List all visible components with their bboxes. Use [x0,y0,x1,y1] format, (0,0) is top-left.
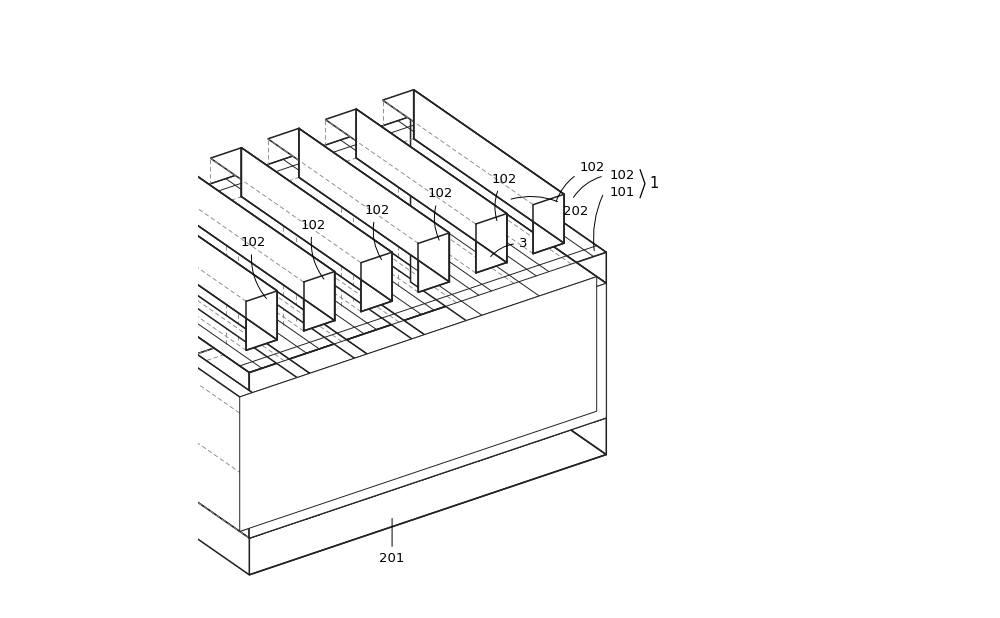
Polygon shape [304,271,335,331]
Polygon shape [96,187,277,302]
Polygon shape [283,186,491,326]
Polygon shape [421,341,434,480]
Polygon shape [414,90,564,243]
Polygon shape [361,252,392,311]
Text: 101: 101 [610,186,635,199]
Polygon shape [54,282,411,439]
Text: 102: 102 [556,161,605,201]
Text: 1: 1 [649,176,658,191]
Polygon shape [54,263,262,404]
Polygon shape [249,283,606,538]
Text: 102: 102 [610,169,635,182]
Polygon shape [184,167,335,321]
Polygon shape [364,361,377,499]
Polygon shape [536,303,549,441]
Polygon shape [594,283,606,422]
Polygon shape [246,291,277,350]
Polygon shape [299,129,449,282]
Text: 202: 202 [511,197,588,218]
Polygon shape [356,109,507,263]
Polygon shape [111,244,319,384]
Text: 102: 102 [428,187,453,240]
Polygon shape [533,194,564,253]
Text: 102: 102 [301,219,326,279]
Polygon shape [153,167,335,282]
Polygon shape [240,277,597,531]
Polygon shape [168,225,377,365]
Polygon shape [241,148,392,301]
Polygon shape [249,252,606,404]
Text: 3: 3 [491,237,528,256]
Polygon shape [383,90,564,205]
Polygon shape [411,282,606,455]
Polygon shape [411,116,606,283]
Text: 102: 102 [364,204,390,260]
Polygon shape [226,205,434,345]
Polygon shape [479,322,491,461]
Polygon shape [249,399,262,538]
Text: 102: 102 [240,236,266,298]
Polygon shape [476,214,507,273]
Polygon shape [398,147,606,287]
Polygon shape [54,116,606,373]
Polygon shape [418,233,449,292]
Polygon shape [249,418,606,575]
Polygon shape [127,187,277,340]
Polygon shape [54,282,606,538]
Polygon shape [325,109,507,224]
Text: 102: 102 [491,173,516,221]
Polygon shape [307,380,319,519]
Text: 201: 201 [379,519,405,565]
Polygon shape [341,167,549,307]
Polygon shape [54,402,249,575]
Polygon shape [210,148,392,263]
Polygon shape [411,147,606,418]
Polygon shape [268,129,449,243]
